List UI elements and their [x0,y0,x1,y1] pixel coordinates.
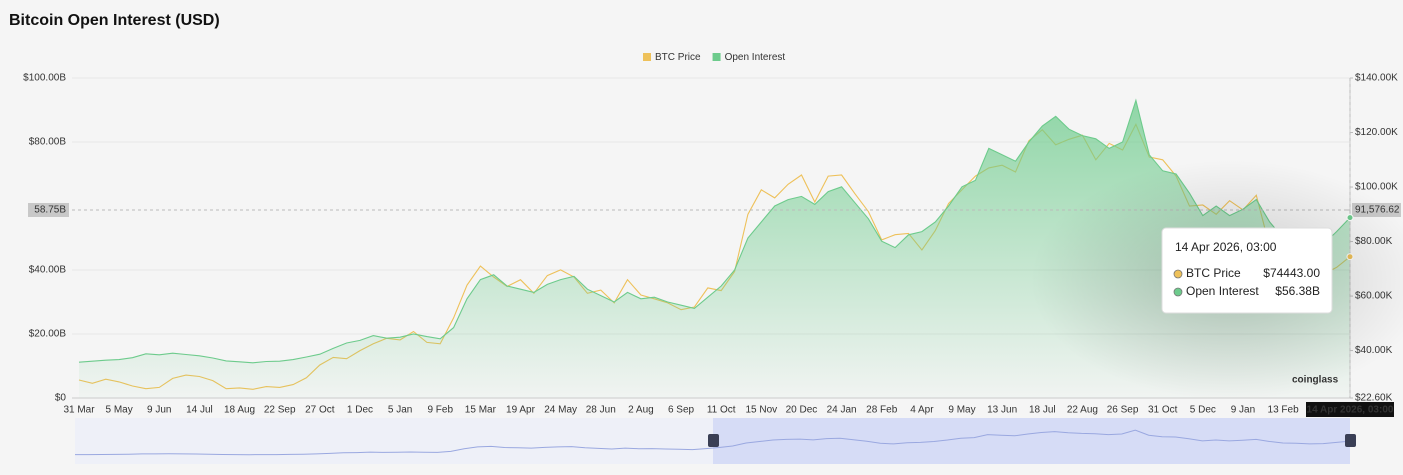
tooltip: 14 Apr 2026, 03:00 BTC Price $74443.00 O… [1030,160,1403,400]
y2-tick-label: $120.00K [1355,127,1398,138]
x-tick-label: 6 Sep [668,405,695,416]
navigator-selection[interactable] [713,418,1350,464]
crosshair-y-box [28,203,69,217]
x-tick-label: 28 Feb [866,405,898,416]
x-tick-label: 15 Nov [745,405,777,416]
x-tick-label: 18 Jul [1029,405,1056,416]
x-tick-label: 24 Jan [827,405,857,416]
tooltip-title: 14 Apr 2026, 03:00 [1175,240,1277,254]
y-tick-label: $20.00B [29,329,67,340]
tooltip-dot [1173,287,1183,297]
x-tick-label: 9 Jan [1231,405,1255,416]
x-tick-label: 4 Apr [910,405,934,416]
x-tick-label: 9 Feb [427,405,453,416]
x-tick-label: 27 Oct [305,405,335,416]
x-tick-label: 11 Oct [707,405,736,416]
y-tick-label: $40.00B [29,265,67,276]
y-tick-label: $100.00B [23,73,66,84]
x-tick-label: 5 May [106,405,133,416]
legend-swatch [712,53,721,61]
y-tick-label: $80.00B [29,137,67,148]
y2-tick-label: $100.00K [1355,182,1398,193]
navigator-line [75,429,1351,456]
y2-tick-label: $22.60K [1355,393,1393,404]
x-tick-label: 15 Mar [465,405,497,416]
chart-title: Bitcoin Open Interest (USD) [9,12,220,29]
crosshair-x-label-box [1306,402,1394,417]
navigator-handle[interactable] [1345,434,1356,447]
x-tick-label: 22 Aug [1067,405,1098,416]
tooltip-value: $74443.00 [1263,266,1320,280]
x-tick-label: 28 Jun [586,405,616,416]
tooltip-box [1161,227,1333,314]
legend-label: Open Interest [725,52,786,63]
x-tick-label: 22 Sep [264,405,296,416]
tooltip-dot [1173,269,1183,279]
tooltip-value: $56.38B [1275,284,1320,298]
x-tick-label: 2 Aug [628,405,654,416]
crosshair-y-label: 58.75B [34,205,66,216]
tooltip-name: BTC Price [1186,266,1241,280]
line [78,98,1351,364]
x-tick-label: 1 Dec [347,405,373,416]
x-tick-label: 14 Jul [186,405,213,416]
x-tick-label: 5 Jan [388,405,412,416]
x-tick-label: 20 Dec [786,405,818,416]
x-tick-label: 26 Sep [1107,405,1139,416]
x-tick-label: 5 Dec [1190,405,1216,416]
legend-swatch [643,53,651,61]
x-tick-label: 9 Jun [147,405,171,416]
legend-label: BTC Price [655,52,701,63]
x-tick-label: 13 Feb [1268,405,1300,416]
x-tick-label: 24 May [544,405,577,416]
x-tick-label: 13 Jun [987,405,1017,416]
tooltip-name: Open Interest [1186,284,1259,298]
x-tick-label: 19 Apr [506,405,536,416]
x-tick-label: 31 Mar [63,405,95,416]
area [79,100,1350,399]
y-tick-label: $0 [55,393,67,404]
x-tick-label: 9 May [948,405,975,416]
navigator-handle[interactable] [708,434,719,447]
crosshair-x-label: 14 Apr 2026, 03:00 [1307,405,1394,416]
y2-tick-label: $140.00K [1355,73,1398,84]
x-tick-label: 18 Aug [224,405,255,416]
x-tick-label: 31 Oct [1148,405,1178,416]
